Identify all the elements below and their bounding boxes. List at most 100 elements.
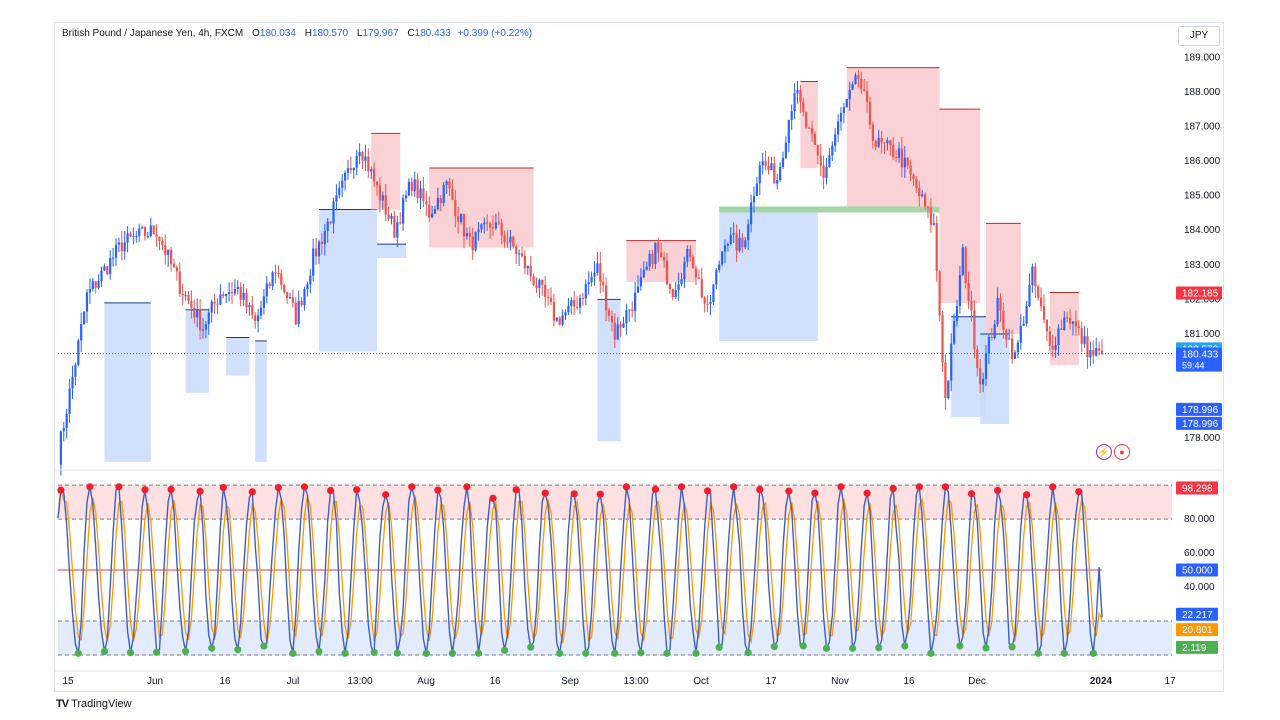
candle-body [915, 178, 918, 189]
candle-body [439, 197, 442, 204]
stoch-peak-dot [327, 486, 335, 495]
stoch-trough-dot [849, 644, 857, 652]
candle-body [686, 248, 689, 262]
candle-body [506, 242, 509, 244]
candle-body [341, 180, 344, 188]
stoch-trough-dot [692, 649, 700, 657]
candle-body [248, 305, 251, 308]
record-icon[interactable]: ● [1114, 444, 1130, 460]
candle-body [236, 286, 239, 290]
candle-body [964, 247, 967, 284]
candle-body [393, 215, 396, 238]
low-label: L [356, 28, 363, 39]
candle-body [941, 315, 944, 363]
stoch-peak-dot [704, 487, 712, 495]
candle-body [109, 257, 112, 275]
candle-body [674, 290, 677, 298]
candle-body [355, 155, 358, 168]
high-value: 180.570 [311, 28, 349, 39]
candle-body [895, 157, 898, 159]
candle-body [59, 431, 62, 465]
lightning-icon[interactable]: ⚡ [1096, 444, 1112, 460]
candle-body [808, 127, 811, 129]
candle-body [918, 188, 921, 197]
candle-body [544, 284, 547, 297]
stoch-tick-label: 80.000 [1184, 514, 1215, 525]
time-tick-label: 17 [1164, 676, 1176, 687]
candle-body [1069, 318, 1072, 324]
candle-body [648, 253, 651, 267]
candle-body [1019, 325, 1022, 343]
candle-body [489, 223, 492, 228]
candle-body [523, 256, 526, 269]
candle-body [184, 294, 187, 296]
candle-body [399, 222, 402, 224]
candle-body [628, 309, 631, 311]
stoch-badge-k: 22.217 [1182, 610, 1213, 621]
candle-body [520, 253, 524, 257]
time-tick-label: Jun [147, 676, 163, 687]
candle-body [364, 156, 367, 161]
candle-body [367, 156, 370, 172]
candle-body [1005, 329, 1008, 340]
candle-body [584, 284, 587, 299]
candle-body [259, 307, 263, 316]
stoch-peak-dot [1049, 483, 1057, 491]
candle-body [607, 310, 611, 316]
price-badge-blue: 178.996 [1182, 419, 1219, 430]
candle-body [225, 293, 228, 297]
candle-body [402, 198, 405, 224]
candle-body [871, 124, 874, 141]
stoch-peak-dot [622, 483, 631, 491]
overbought-zone [58, 485, 1172, 520]
stoch-trough-dot [875, 644, 883, 652]
candle-body [213, 301, 216, 304]
stoch-trough-dot [422, 649, 430, 657]
candle-body [573, 300, 576, 307]
candle-body [654, 242, 657, 265]
stoch-peak-dot [274, 483, 282, 492]
candle-body [982, 378, 985, 385]
price-tick-label: 182.000 [1184, 294, 1221, 305]
candle-body [558, 317, 561, 325]
candle-body [1034, 266, 1037, 287]
candle-body [283, 284, 286, 293]
high-label: H [304, 28, 312, 39]
time-tick-label: Oct [693, 676, 709, 687]
candle-body [468, 233, 471, 237]
candle-body [378, 185, 381, 201]
stoch-peak-dot [196, 487, 204, 495]
tradingview-logo[interactable]: TV TradingView [56, 698, 132, 710]
candle-body [132, 236, 135, 238]
candle-body [413, 179, 416, 191]
candle-body [172, 263, 176, 268]
candle-body [526, 265, 529, 269]
candle-body [1051, 345, 1054, 350]
candle-body [100, 270, 103, 282]
stoch-badge-green: 2.119 [1182, 643, 1207, 654]
candle-body [323, 231, 326, 244]
candle-body [141, 227, 144, 229]
candle-body [625, 310, 628, 324]
stoch-trough-dot [556, 649, 564, 657]
candle-body [697, 277, 700, 279]
price-badge-bg [1176, 402, 1222, 416]
candle-body [953, 320, 956, 344]
candle-body [71, 376, 74, 389]
candle-body [581, 297, 584, 299]
candle-body [306, 284, 309, 290]
candle-body [303, 289, 306, 306]
candle-body [448, 181, 451, 189]
candle-body [210, 301, 213, 313]
candle-body [370, 169, 373, 172]
stoch-badge-bg [1176, 481, 1218, 495]
candle-body [764, 161, 767, 166]
candle-body [396, 222, 399, 238]
candle-body [944, 362, 947, 399]
currency-button[interactable]: JPY [1178, 26, 1220, 46]
candle-body [1100, 350, 1104, 354]
candle-body [373, 169, 376, 182]
candle-body [170, 249, 173, 264]
candle-body [555, 317, 558, 321]
